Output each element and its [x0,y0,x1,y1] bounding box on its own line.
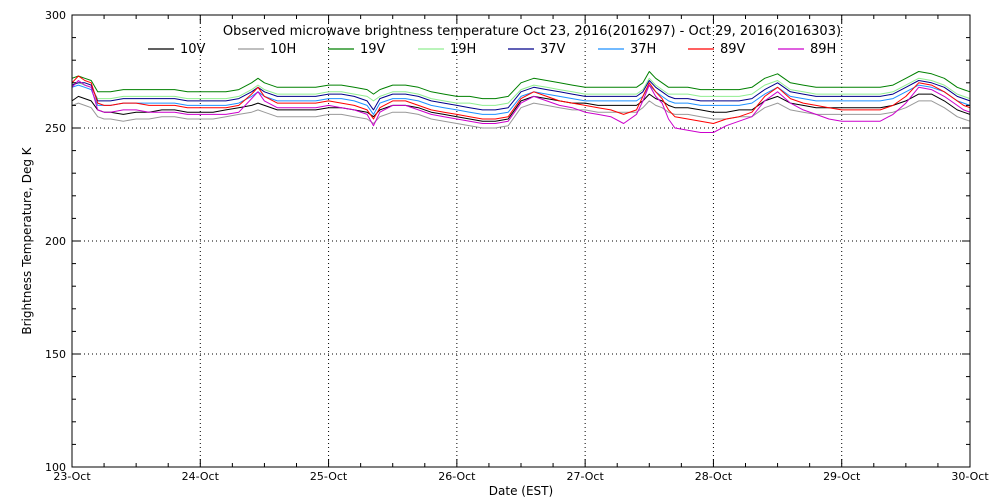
series-line-89v [71,75,971,124]
x-tick-label: 26-Oct [438,470,476,483]
x-tick-label: 24-Oct [182,470,220,483]
series-line-37h [71,84,971,115]
legend-label-37v: 37V [540,42,566,57]
legend-label-10v: 10V [180,42,206,57]
x-tick-label: 27-Oct [566,470,604,483]
y-tick-label: 100 [45,461,66,474]
x-axis-label: Date (EST) [489,484,553,498]
axes: 100 150 200 250 300 23-Oct 24-Oct 25-Oct 26-Oct 2… [45,9,989,483]
legend-label-89v: 89V [720,42,746,57]
legend-label-10h: 10H [270,42,296,57]
legend-label-37h: 37H [630,42,656,57]
y-tick-label: 200 [45,235,66,248]
y-tick-label: 150 [45,348,66,361]
series-line-19v [71,71,971,100]
y-tick-label: 250 [45,122,66,135]
y-tick-label: 300 [45,9,66,22]
series-line-19h [72,77,971,106]
series-line-37v [71,80,971,111]
y-axis-label: Brightness Temperature, Deg K [20,146,34,334]
chart-title: Observed microwave brightness temperatur… [223,24,841,39]
x-tick-label: 30-Oct [951,470,989,483]
legend-label-19v: 19V [360,42,386,57]
legend-label-89h: 89H [810,42,836,57]
x-tick-label: 29-Oct [823,470,861,483]
grid [72,15,970,467]
x-tick-label: 25-Oct [310,470,348,483]
legend: 10V 10H 19V 19H 37V 37H 89V 89H [148,42,836,57]
series-line-10v [71,93,971,122]
series-group [71,71,971,133]
series-line-89h [71,80,971,133]
series-line-10h [71,100,971,129]
legend-label-19h: 19H [450,42,476,57]
x-tick-label: 28-Oct [695,470,733,483]
x-tick-label: 23-Oct [53,470,91,483]
